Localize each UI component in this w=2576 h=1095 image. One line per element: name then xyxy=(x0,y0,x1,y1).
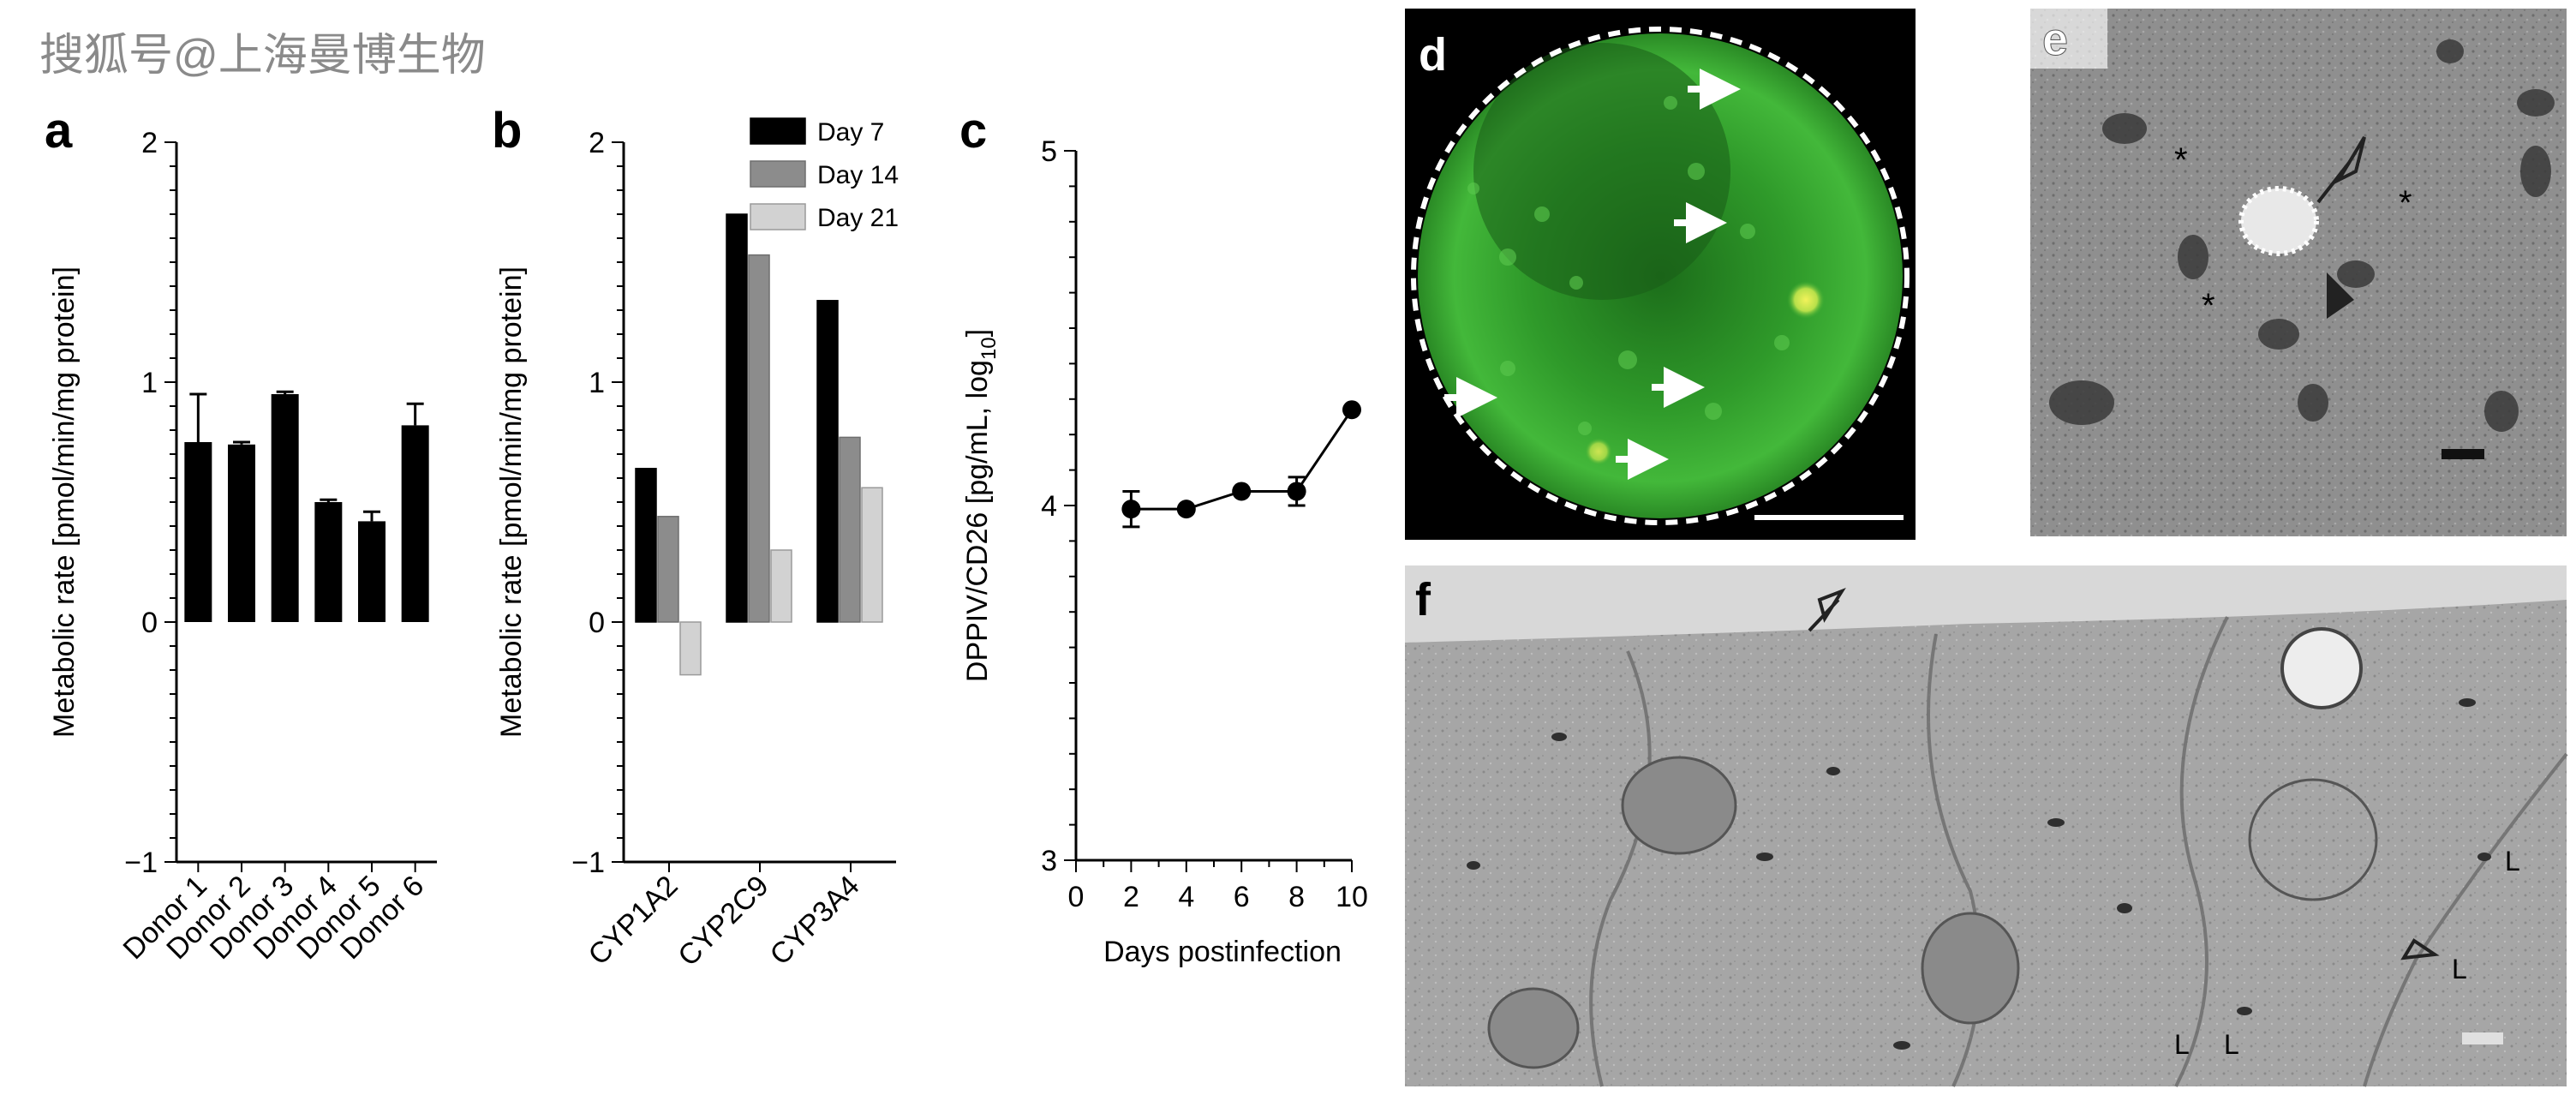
y-axis-label: Metabolic rate [pmol/min/mg protein] xyxy=(495,266,528,738)
bar xyxy=(726,213,748,623)
y-tick-label: 1 xyxy=(141,367,158,399)
open-arrow-e xyxy=(2334,135,2366,184)
panel-letter-b: b xyxy=(492,103,522,159)
bar xyxy=(635,468,657,623)
white-arrows xyxy=(1444,69,1741,480)
arrowhead-e xyxy=(2327,272,2354,319)
bar xyxy=(358,521,386,622)
legend-label: Day 14 xyxy=(817,161,899,189)
x-tick-label: 2 xyxy=(1123,881,1139,913)
bar xyxy=(816,300,839,623)
open-arrow-f1 xyxy=(1808,587,1846,632)
bar xyxy=(657,516,679,623)
watermark: 搜狐号@上海曼博生物 xyxy=(39,31,486,81)
bar xyxy=(314,502,343,622)
x-axis-label: Days postinfection xyxy=(1103,936,1342,968)
bar xyxy=(861,487,883,623)
data-point xyxy=(1232,482,1252,501)
bar xyxy=(748,254,770,623)
bar xyxy=(271,394,299,622)
lumen-label-3: L xyxy=(2174,1029,2190,1060)
chart-b: −1 0 1 2 Metabolic rate [pmol/min/mg protein… xyxy=(495,117,899,972)
y-tick-label: 4 xyxy=(1041,490,1057,523)
panel-e-micrograph: * * * e xyxy=(2030,9,2567,536)
y-tick-label: −1 xyxy=(124,847,158,879)
panel-letter-f: f xyxy=(1415,574,1431,625)
lumen-label-4: L xyxy=(2224,1029,2239,1060)
panel-d-micrograph: d xyxy=(1405,9,1916,540)
y-tick-label: 5 xyxy=(1041,135,1057,168)
y-axis-label: DPPIV/CD26 [pg/mL, log10] xyxy=(961,329,1001,682)
lumen-label-2: L xyxy=(2452,954,2467,984)
lumen-label-1: L xyxy=(2505,846,2520,877)
panel-letter-a: a xyxy=(45,103,73,159)
x-tick-label: CYP1A2 xyxy=(583,870,684,972)
panel-letter-c: c xyxy=(959,103,987,159)
bar xyxy=(184,442,212,622)
bar xyxy=(839,436,861,623)
y-tick-label: 2 xyxy=(141,127,158,159)
x-tick-label: 10 xyxy=(1336,881,1368,913)
asterisk-3: * xyxy=(2202,287,2215,325)
x-tick-label: CYP2C9 xyxy=(672,870,774,972)
y-tick-label: 0 xyxy=(589,607,605,639)
canaliculus xyxy=(2238,186,2319,256)
asterisk-1: * xyxy=(2174,141,2188,179)
x-tick-label: CYP3A4 xyxy=(764,870,866,972)
panel-letter-e: e xyxy=(2042,14,2068,65)
bar xyxy=(679,621,702,676)
y-tick-label: 1 xyxy=(589,367,605,399)
panel-letter-d: d xyxy=(1419,29,1447,81)
legend-label: Day 7 xyxy=(817,118,884,147)
legend-swatch xyxy=(750,203,806,230)
x-tick-label: 0 xyxy=(1068,881,1085,913)
legend-swatch xyxy=(750,160,806,188)
data-point xyxy=(1121,500,1141,519)
bar xyxy=(770,549,792,623)
y-tick-label: −1 xyxy=(571,847,605,879)
y-axis-label: Metabolic rate [pmol/min/mg protein] xyxy=(48,266,81,738)
data-point xyxy=(1176,500,1196,519)
asterisk-2: * xyxy=(2399,184,2412,222)
open-arrow-f2 xyxy=(2400,938,2440,960)
chart-a: −1 0 1 2 Metabolic rate [pmol/min/mg protein… xyxy=(48,127,437,966)
legend-label: Day 21 xyxy=(817,204,899,232)
bright-spot xyxy=(1787,281,1825,319)
data-point xyxy=(1342,400,1361,420)
chart-c: 3 4 5 0 2 4 6 8 10 Days postinfection DPPIV/CD26 [… xyxy=(961,135,1368,968)
x-tick-label: 6 xyxy=(1234,881,1250,913)
y-tick-label: 0 xyxy=(141,607,158,639)
y-tick-label: 2 xyxy=(589,127,605,159)
bar xyxy=(228,444,255,622)
data-point xyxy=(1287,482,1306,501)
y-tick-label: 3 xyxy=(1041,845,1057,877)
organoid-outline xyxy=(1411,27,1910,525)
x-tick-label: 4 xyxy=(1178,881,1194,913)
x-tick-label: 8 xyxy=(1288,881,1305,913)
panel-f-micrograph: L L L L f xyxy=(1405,565,2568,1087)
legend-swatch xyxy=(750,117,806,145)
bar xyxy=(401,425,429,622)
